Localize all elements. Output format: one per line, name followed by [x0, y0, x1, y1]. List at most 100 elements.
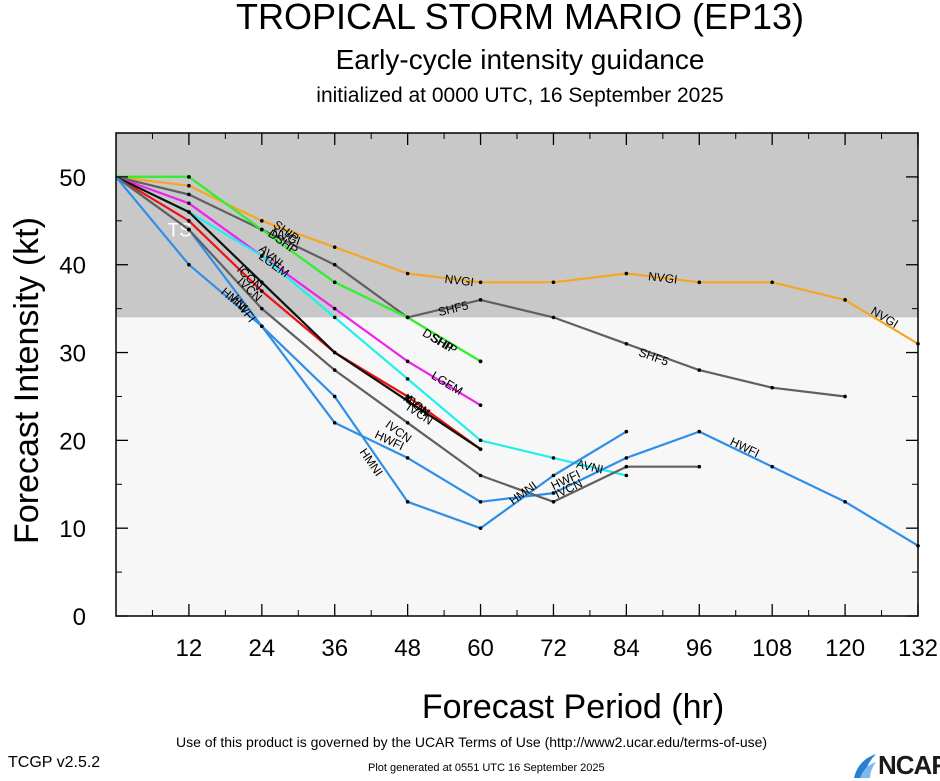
data-point-ivcn2 — [187, 227, 191, 232]
ncar-logo-text: NCAR — [878, 750, 940, 780]
data-point-shf5 — [332, 262, 337, 267]
data-point-ivcn — [260, 280, 264, 285]
data-point-hmni — [260, 324, 264, 329]
data-point-avni — [624, 473, 629, 478]
data-point-nvgi — [697, 280, 702, 285]
series-label-nvgi: NVGI — [444, 272, 475, 289]
x-tick-label: 120 — [825, 635, 865, 662]
data-point-hwfi — [843, 500, 847, 504]
series-line-ivcn — [115, 175, 482, 451]
data-point-dshp — [332, 280, 337, 285]
data-point-icon — [405, 394, 410, 399]
data-point-shf5 — [770, 385, 774, 390]
ts-band-label: TS — [168, 221, 192, 242]
data-point-shf5 — [551, 315, 556, 320]
series-line-hwfi — [115, 176, 919, 547]
data-point-lgem — [478, 403, 483, 408]
data-point-nvgi — [624, 271, 629, 276]
series-line-lgem — [115, 175, 482, 407]
data-point-hmni — [551, 473, 556, 478]
y-tick-label: 20 — [59, 428, 86, 455]
series-label-nvgi: NVGI — [647, 269, 678, 286]
y-axis-label: Forecast Intensity (kt) — [8, 217, 46, 544]
terms-of-use-text: Use of this product is governed by the U… — [176, 734, 768, 750]
series-line-dshp — [116, 175, 482, 363]
data-point-dshp — [260, 227, 264, 232]
data-point-hwfi — [551, 491, 556, 495]
data-point-ivcn2 — [624, 464, 629, 469]
data-point-nvgi — [187, 183, 191, 188]
below-ts-band — [116, 317, 918, 616]
data-point-avni — [332, 315, 337, 320]
data-point-hmni — [332, 394, 337, 399]
x-tick-label: 24 — [248, 635, 275, 662]
ncar-logo: NCAR — [852, 748, 940, 780]
data-point-hwfi — [697, 429, 702, 434]
data-point-icon — [187, 219, 191, 223]
data-point-hwfi — [770, 464, 774, 469]
data-point-nvgi — [478, 280, 483, 285]
data-point-nvgi — [770, 280, 774, 285]
data-point-hmni — [624, 429, 629, 434]
data-point-icon — [260, 289, 264, 293]
data-point-nvgi — [332, 245, 337, 249]
data-point-shf5 — [843, 394, 847, 399]
data-point-hmni — [405, 500, 410, 504]
data-point-nvgi — [551, 280, 556, 285]
data-point-hwfi — [332, 421, 337, 425]
y-tick-label: 30 — [59, 341, 86, 368]
data-point-avni — [551, 456, 556, 460]
data-point-hwfi — [478, 500, 483, 504]
data-point-avni — [478, 438, 483, 443]
series-line-avni — [115, 175, 627, 477]
x-tick-label: 48 — [394, 635, 421, 662]
data-point-ivcn2 — [332, 368, 337, 372]
data-point-nvgi — [405, 271, 410, 276]
chart-subtitle: Early-cycle intensity guidance — [335, 44, 705, 75]
series-line-icon — [115, 175, 482, 450]
data-point-avni — [260, 254, 264, 258]
data-point-hmni — [187, 262, 191, 267]
data-point-shf5 — [187, 192, 191, 197]
x-tick-label: 36 — [321, 635, 348, 662]
data-point-ivcn — [478, 447, 483, 451]
ncar-logo-icon — [854, 754, 876, 778]
data-point-ivcn2 — [551, 500, 556, 504]
data-point-shf5 — [624, 341, 629, 346]
series-line-hmni — [115, 176, 627, 530]
x-tick-label: 132 — [898, 635, 938, 662]
data-point-shf5 — [697, 368, 702, 372]
chart-title: TROPICAL STORM MARIO (EP13) — [235, 0, 805, 37]
chart-init-time: initialized at 0000 UTC, 16 September 20… — [316, 84, 724, 107]
data-point-ivcn2 — [405, 421, 410, 425]
x-tick-label: 96 — [686, 635, 713, 662]
y-tick-label: 50 — [59, 165, 86, 192]
y-tick-label: 0 — [73, 604, 86, 631]
data-point-ivcn2 — [260, 306, 264, 311]
series-line-nvgi — [115, 175, 919, 345]
data-point-shf5 — [478, 298, 483, 302]
data-point-dshp — [187, 175, 191, 179]
generated-timestamp: Plot generated at 0551 UTC 16 September … — [368, 762, 605, 774]
data-point-hwfi — [405, 456, 410, 460]
data-point-hmni — [478, 526, 483, 530]
data-point-ivcn — [187, 210, 191, 214]
x-tick-label: 84 — [613, 635, 640, 662]
data-point-dshp — [478, 359, 483, 364]
data-point-lgem — [332, 306, 337, 311]
x-axis-label: Forecast Period (hr) — [422, 688, 724, 726]
data-point-ivcn2 — [697, 464, 702, 469]
x-tick-label: 12 — [176, 635, 203, 662]
data-point-hwfi — [624, 456, 629, 460]
y-tick-label: 40 — [59, 253, 86, 280]
x-tick-label: 60 — [467, 635, 494, 662]
data-point-lgem — [405, 359, 410, 364]
data-point-nvgi — [260, 219, 264, 223]
data-point-ivcn2 — [478, 473, 483, 478]
y-tick-label: 10 — [59, 516, 86, 543]
data-point-ivcn — [332, 350, 337, 355]
data-point-dshp — [405, 315, 410, 320]
data-point-ivcn — [405, 399, 410, 403]
